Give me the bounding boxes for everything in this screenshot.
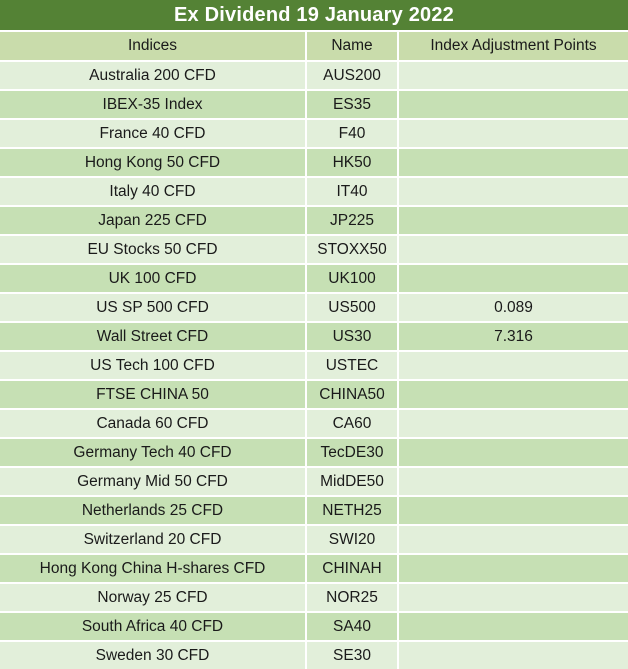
cell-name-row-2: ES35	[307, 91, 397, 118]
cell-name-row-20: SA40	[307, 613, 397, 640]
cell-points-row-17	[399, 526, 628, 553]
cell-indices-row-20: South Africa 40 CFD	[0, 613, 305, 640]
cell-points-row-14	[399, 439, 628, 466]
cell-indices-row-18: Hong Kong China H-shares CFD	[0, 555, 305, 582]
table-grid: Indices Name Index Adjustment Points Aus…	[0, 32, 628, 669]
cell-name-row-5: IT40	[307, 178, 397, 205]
cell-indices-row-5: Italy 40 CFD	[0, 178, 305, 205]
cell-name-row-14: TecDE30	[307, 439, 397, 466]
cell-name-row-12: CHINA50	[307, 381, 397, 408]
cell-indices-row-11: US Tech 100 CFD	[0, 352, 305, 379]
cell-points-row-9: 0.089	[399, 294, 628, 321]
cell-name-row-17: SWI20	[307, 526, 397, 553]
cell-name-row-4: HK50	[307, 149, 397, 176]
cell-indices-row-12: FTSE CHINA 50	[0, 381, 305, 408]
cell-indices-row-17: Switzerland 20 CFD	[0, 526, 305, 553]
cell-points-row-21	[399, 642, 628, 669]
cell-points-row-8	[399, 265, 628, 292]
cell-indices-row-4: Hong Kong 50 CFD	[0, 149, 305, 176]
cell-indices-row-19: Norway 25 CFD	[0, 584, 305, 611]
cell-indices-row-3: France 40 CFD	[0, 120, 305, 147]
cell-points-row-5	[399, 178, 628, 205]
cell-points-row-18	[399, 555, 628, 582]
cell-indices-row-7: EU Stocks 50 CFD	[0, 236, 305, 263]
cell-indices-row-8: UK 100 CFD	[0, 265, 305, 292]
cell-points-row-7	[399, 236, 628, 263]
cell-name-row-18: CHINAH	[307, 555, 397, 582]
cell-name-row-15: MidDE50	[307, 468, 397, 495]
cell-name-row-3: F40	[307, 120, 397, 147]
cell-name-row-9: US500	[307, 294, 397, 321]
cell-points-row-4	[399, 149, 628, 176]
cell-points-row-6	[399, 207, 628, 234]
cell-points-row-15	[399, 468, 628, 495]
cell-indices-row-15: Germany Mid 50 CFD	[0, 468, 305, 495]
cell-name-row-7: STOXX50	[307, 236, 397, 263]
cell-indices-row-14: Germany Tech 40 CFD	[0, 439, 305, 466]
cell-indices-row-16: Netherlands 25 CFD	[0, 497, 305, 524]
cell-indices-row-6: Japan 225 CFD	[0, 207, 305, 234]
cell-points-row-11	[399, 352, 628, 379]
cell-name-row-8: UK100	[307, 265, 397, 292]
cell-name-row-13: CA60	[307, 410, 397, 437]
cell-name-row-19: NOR25	[307, 584, 397, 611]
cell-indices-row-10: Wall Street CFD	[0, 323, 305, 350]
cell-points-row-19	[399, 584, 628, 611]
cell-indices-row-1: Australia 200 CFD	[0, 62, 305, 89]
cell-points-row-3	[399, 120, 628, 147]
cell-name-row-6: JP225	[307, 207, 397, 234]
cell-name-row-10: US30	[307, 323, 397, 350]
cell-points-row-2	[399, 91, 628, 118]
cell-points-row-20	[399, 613, 628, 640]
cell-name-row-11: USTEC	[307, 352, 397, 379]
cell-points-row-12	[399, 381, 628, 408]
table-title: Ex Dividend 19 January 2022	[0, 0, 628, 30]
cell-points-row-13	[399, 410, 628, 437]
cell-indices-row-2: IBEX-35 Index	[0, 91, 305, 118]
cell-indices-row-13: Canada 60 CFD	[0, 410, 305, 437]
cell-name-row-1: AUS200	[307, 62, 397, 89]
column-header-index-adjustment-points: Index Adjustment Points	[399, 32, 628, 60]
cell-name-row-16: NETH25	[307, 497, 397, 524]
column-header-indices: Indices	[0, 32, 305, 60]
cell-name-row-21: SE30	[307, 642, 397, 669]
cell-indices-row-9: US SP 500 CFD	[0, 294, 305, 321]
cell-points-row-1	[399, 62, 628, 89]
cell-points-row-10: 7.316	[399, 323, 628, 350]
column-header-name: Name	[307, 32, 397, 60]
cell-indices-row-21: Sweden 30 CFD	[0, 642, 305, 669]
cell-points-row-16	[399, 497, 628, 524]
